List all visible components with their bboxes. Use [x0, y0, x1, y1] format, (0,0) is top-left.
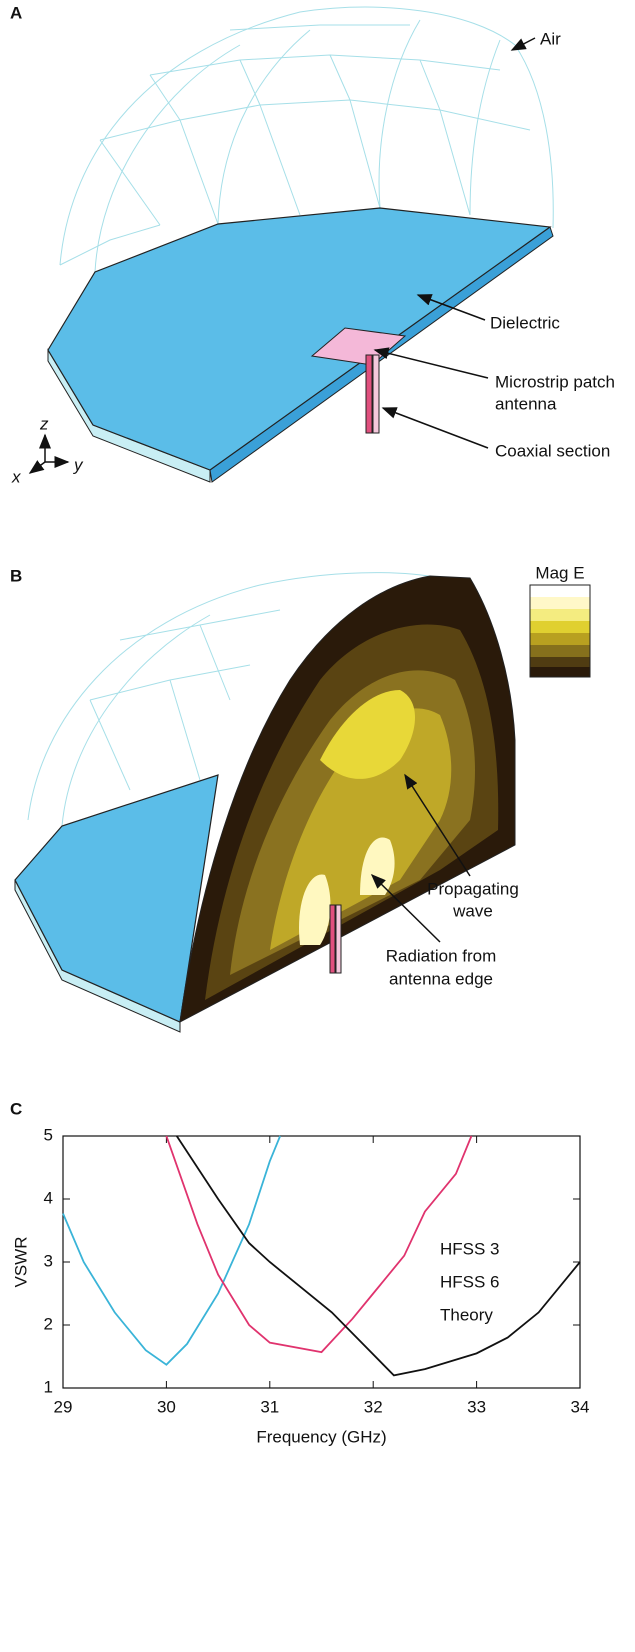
panel-label: A [10, 3, 22, 22]
line [166, 1136, 471, 1352]
x-tick-label: 30 [157, 1397, 176, 1416]
colorbar [530, 585, 590, 677]
y-tick-label: 5 [44, 1125, 53, 1144]
legend-entry: HFSS 3 [440, 1239, 500, 1258]
x-tick-label: 29 [54, 1397, 73, 1416]
x-tick-label: 33 [467, 1397, 486, 1416]
figure: A Air Dielectric Microstrip patch antenn… [0, 0, 635, 1652]
annotation: wave [452, 901, 493, 920]
panel-label: C [10, 1099, 22, 1118]
x-axis-label: Frequency (GHz) [256, 1427, 386, 1446]
colorbar-title: Mag E [535, 563, 584, 582]
x-tick-label: 31 [260, 1397, 279, 1416]
annotation: antenna [495, 394, 557, 413]
panel-label: B [10, 566, 22, 585]
arrow [375, 350, 488, 378]
axis-name: z [39, 414, 49, 433]
line [177, 1136, 580, 1375]
y-tick-label: 2 [44, 1314, 53, 1333]
annotation: Coaxial section [495, 441, 610, 460]
annotation: Propagating [427, 879, 519, 898]
legend-entry: Theory [440, 1305, 493, 1324]
plot-frame [63, 1136, 580, 1388]
x-tick-label: 32 [364, 1397, 383, 1416]
annotation: Dielectric [490, 313, 560, 332]
line [63, 1136, 280, 1365]
annotation: Air [540, 29, 561, 48]
y-tick-label: 1 [44, 1377, 53, 1396]
y-axis-label: VSWR [11, 1237, 30, 1288]
axis-name: x [11, 467, 21, 486]
legend-entry: HFSS 6 [440, 1272, 500, 1291]
y-tick-label: 4 [44, 1188, 53, 1207]
y-tick-label: 3 [44, 1251, 53, 1270]
axes-icon [30, 435, 68, 473]
arrow [512, 38, 535, 50]
annotation: Microstrip patch [495, 372, 615, 391]
axis-name: y [73, 455, 84, 474]
annotation: Radiation from [386, 946, 497, 965]
dielectric [48, 208, 553, 482]
x-tick-label: 34 [571, 1397, 590, 1416]
annotation: antenna edge [389, 969, 493, 988]
arrow [383, 408, 488, 448]
